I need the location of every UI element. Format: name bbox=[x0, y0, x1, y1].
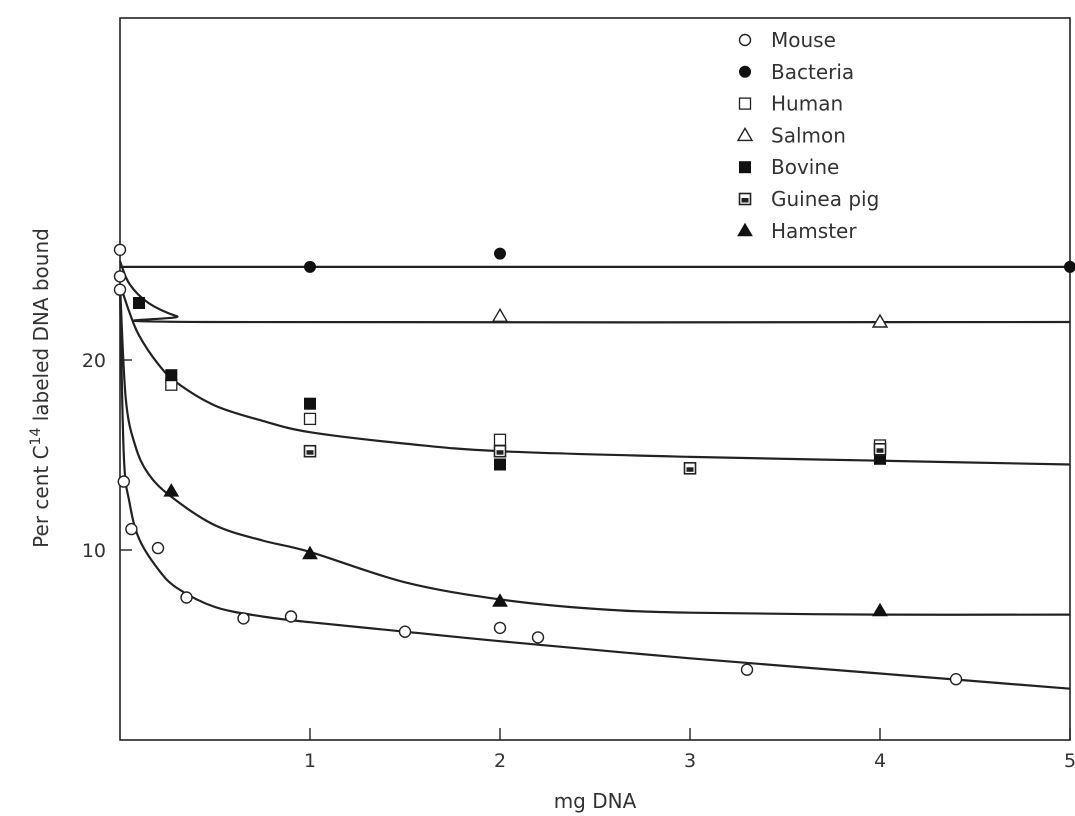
bovine-point bbox=[304, 397, 316, 410]
hamster-point bbox=[872, 602, 888, 617]
legend-marker-mouse bbox=[738, 33, 752, 47]
legend-marker-bovine bbox=[739, 161, 751, 174]
mouse-point bbox=[398, 625, 412, 638]
x-axis-title: mg DNA bbox=[554, 789, 637, 813]
y-axis-title-superscript: 14 bbox=[28, 428, 44, 446]
legend-label-bacteria: Bacteria bbox=[771, 60, 854, 84]
fitted-curves bbox=[118, 260, 1071, 690]
x-tick-label: 3 bbox=[684, 750, 696, 772]
x-tick-label: 5 bbox=[1064, 750, 1075, 772]
mouse-point bbox=[237, 612, 250, 625]
legend-label-bovine: Bovine bbox=[771, 155, 839, 179]
mouse-point bbox=[531, 631, 545, 644]
x-tick-label: 4 bbox=[874, 750, 886, 772]
x-tick-label: 2 bbox=[494, 750, 506, 772]
bacteria-point bbox=[1064, 260, 1075, 273]
salmon-point bbox=[491, 307, 509, 322]
mouse-point bbox=[180, 591, 193, 604]
legend-label-hamster: Hamster bbox=[771, 219, 857, 243]
bacteria-point bbox=[304, 260, 316, 273]
plot-frame bbox=[119, 17, 1071, 741]
y-axis-title: Per cent C14 labeled DNA bound bbox=[28, 228, 53, 548]
guinea-pig-point bbox=[683, 461, 697, 475]
salmon-point bbox=[871, 313, 889, 328]
bacteria-point bbox=[494, 247, 506, 260]
legend-label-guinea-pig: Guinea pig bbox=[771, 187, 879, 211]
hamster-fit-curve bbox=[118, 283, 1071, 616]
data-markers bbox=[113, 243, 1075, 686]
legend-marker-salmon bbox=[736, 127, 754, 142]
y-axis-title-suffix: labeled DNA bound bbox=[29, 228, 53, 427]
bovine-point bbox=[133, 297, 145, 309]
hamster-point bbox=[492, 593, 508, 607]
guinea-pig-point bbox=[303, 444, 317, 458]
y-axis-title-prefix: Per cent C bbox=[29, 445, 53, 547]
axis-ticks: 1 2 3 4 5 10 20 bbox=[82, 350, 1075, 772]
y-tick-label: 20 bbox=[82, 350, 106, 372]
legend-marker-bacteria bbox=[739, 65, 751, 78]
mouse-point bbox=[113, 270, 127, 283]
bovine-point bbox=[494, 458, 506, 471]
legend-label-mouse: Mouse bbox=[771, 28, 836, 52]
legend-marker-human bbox=[738, 97, 752, 110]
mouse-fit-curve bbox=[118, 289, 1071, 690]
hamster-point bbox=[163, 483, 180, 497]
plot-border bbox=[119, 17, 1071, 741]
bovine-point bbox=[165, 369, 178, 382]
hamster-point bbox=[302, 545, 318, 560]
mouse-point bbox=[151, 541, 165, 555]
y-tick-label: 10 bbox=[82, 540, 106, 562]
mouse-point bbox=[284, 610, 298, 623]
legend-marker-hamster bbox=[737, 222, 753, 237]
x-tick-label: 1 bbox=[304, 750, 316, 772]
salmon-fit-curve bbox=[118, 260, 1071, 324]
guinea-pig-point bbox=[873, 442, 887, 456]
human-point bbox=[303, 412, 317, 426]
mouse-point bbox=[117, 475, 131, 488]
mouse-point bbox=[113, 283, 127, 296]
legend: Mouse Bacteria Human Salmon Bovine Guinea pig… bbox=[736, 28, 879, 243]
mouse-point bbox=[493, 621, 507, 635]
mouse-point bbox=[740, 663, 754, 676]
legend-label-human: Human bbox=[771, 92, 843, 116]
mouse-point bbox=[113, 243, 127, 257]
human-point bbox=[493, 433, 507, 446]
mouse-point bbox=[125, 522, 138, 536]
mouse-point bbox=[949, 673, 963, 686]
legend-marker-guinea-pig bbox=[738, 192, 752, 206]
mammal-fit-curve bbox=[118, 283, 1071, 466]
guinea-pig-point bbox=[493, 444, 507, 458]
legend-label-salmon: Salmon bbox=[771, 123, 846, 147]
